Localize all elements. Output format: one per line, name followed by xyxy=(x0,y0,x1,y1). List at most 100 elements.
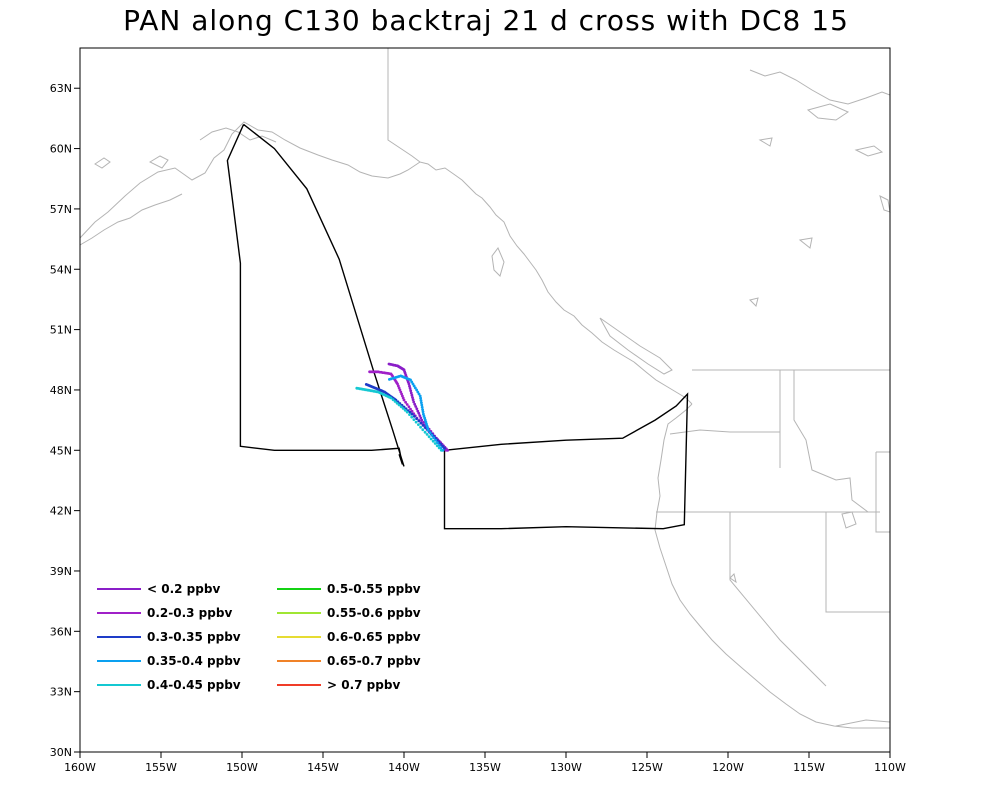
trajectory-point xyxy=(426,426,430,430)
trajectory-point xyxy=(420,418,424,422)
island-kodiak xyxy=(148,155,169,169)
legend-label: 0.4-0.45 ppbv xyxy=(147,678,241,692)
x-tick-label: 135W xyxy=(469,761,501,774)
y-tick-label: 63N xyxy=(50,82,72,95)
legend-label: 0.3-0.35 ppbv xyxy=(147,630,241,644)
mexico-border xyxy=(835,719,891,727)
trajectory-point xyxy=(391,398,395,402)
trajectory-point xyxy=(404,400,407,404)
lake-winnipeg-hint xyxy=(879,195,891,213)
trajectory-layer xyxy=(355,362,450,452)
trajectory-point xyxy=(437,446,441,450)
trajectory-point xyxy=(421,428,425,432)
y-tick-label: 54N xyxy=(50,263,72,276)
trajectory-point xyxy=(410,412,414,416)
trajectory-point xyxy=(422,421,425,424)
trajectory-point xyxy=(434,438,437,442)
trajectory-point xyxy=(419,399,423,402)
trajectory-point xyxy=(439,448,443,452)
island-kodiak-2 xyxy=(94,157,111,169)
great-salt-lake xyxy=(841,511,857,529)
x-tick-label: 115W xyxy=(793,761,825,774)
trajectory-point xyxy=(408,384,411,388)
trajectory-point xyxy=(364,383,368,386)
trajectory-point xyxy=(403,408,407,412)
trajectory-point xyxy=(431,439,435,443)
nv-ca-border xyxy=(729,512,827,687)
legend-label: 0.35-0.4 ppbv xyxy=(147,654,241,668)
y-axis: 30N 33N 36N 39N 42N 45N 48N 51N 54N 57N 60N 63N xyxy=(50,82,80,759)
y-tick-label: 33N xyxy=(50,686,72,699)
lake-small-3 xyxy=(749,297,759,307)
flight-track-2 xyxy=(443,392,689,530)
trajectory-point xyxy=(388,378,391,381)
trajectory-point xyxy=(412,414,416,418)
x-tick-label: 125W xyxy=(631,761,663,774)
x-tick-label: 155W xyxy=(145,761,177,774)
trajectory-point xyxy=(410,415,414,419)
flight-track-layer xyxy=(226,123,689,530)
x-tick-label: 130W xyxy=(550,761,582,774)
x-tick-label: 110W xyxy=(874,761,906,774)
trajectory-series xyxy=(355,386,443,452)
x-axis: 160W 155W 150W 145W 140W 135W 130W 125W 120W 115W… xyxy=(64,752,906,774)
us-west-coast xyxy=(654,403,890,729)
trajectory-point xyxy=(412,418,416,421)
trajectory-point xyxy=(428,431,432,435)
trajectory-point xyxy=(397,403,401,407)
trajectory-point xyxy=(427,435,431,439)
trajectory-point xyxy=(413,402,417,406)
y-tick-label: 48N xyxy=(50,384,72,397)
trajectory-point xyxy=(436,441,439,445)
nv-az-border xyxy=(825,512,890,613)
legend-label: 0.6-0.65 ppbv xyxy=(327,630,421,644)
legend: < 0.2 ppbv 0.2-0.3 ppbv 0.3-0.35 ppbv 0.35-… xyxy=(97,582,421,692)
trajectory-point xyxy=(417,411,421,415)
x-tick-label: 150W xyxy=(226,761,258,774)
trajectory-point xyxy=(401,407,405,410)
haida-gwaii xyxy=(491,247,505,277)
trajectory-point xyxy=(415,417,418,420)
plot-frame xyxy=(79,47,891,753)
trajectory-point xyxy=(421,424,425,427)
trajectory-point xyxy=(412,400,416,404)
alaska-coastline xyxy=(79,121,693,405)
x-tick-label: 145W xyxy=(307,761,339,774)
trajectory-point xyxy=(432,436,436,440)
map-title: PAN along C130 backtraj 21 d cross with … xyxy=(123,4,849,37)
trajectory-point xyxy=(414,420,418,424)
trajectory-point xyxy=(430,433,434,437)
trajectory-point xyxy=(419,396,422,400)
trajectory-point xyxy=(408,410,412,414)
legend-label: 0.55-0.6 ppbv xyxy=(327,606,421,620)
x-tick-label: 120W xyxy=(712,761,744,774)
trajectory-point xyxy=(444,448,448,452)
id-mt-border xyxy=(793,370,869,513)
trajectory-point xyxy=(405,410,409,414)
trajectory-point xyxy=(411,398,415,402)
trajectory-point xyxy=(416,409,420,413)
trajectory-point xyxy=(420,403,424,407)
legend-label: > 0.7 ppbv xyxy=(327,678,400,692)
legend-label: < 0.2 ppbv xyxy=(147,582,220,596)
trajectory-point xyxy=(393,400,397,403)
trajectory-point xyxy=(421,410,425,414)
trajectory-point xyxy=(414,405,418,408)
trajectory-point xyxy=(399,405,403,409)
lake-tahoe xyxy=(729,573,737,584)
trajectory-point xyxy=(435,444,439,448)
trajectory-point xyxy=(409,391,413,395)
ak-canada-border xyxy=(387,48,421,163)
trajectory-point xyxy=(409,407,412,411)
trajectory-point xyxy=(423,430,427,434)
kenai-coast xyxy=(199,127,277,143)
trajectory-point xyxy=(420,401,423,405)
lake-athabasca xyxy=(854,145,884,157)
trajectory-point xyxy=(410,393,414,397)
legend-label: 0.65-0.7 ppbv xyxy=(327,654,421,668)
y-tick-label: 36N xyxy=(50,625,72,638)
trajectory-point xyxy=(355,386,359,390)
trajectory-point xyxy=(399,390,403,394)
trajectory-point xyxy=(418,414,422,417)
